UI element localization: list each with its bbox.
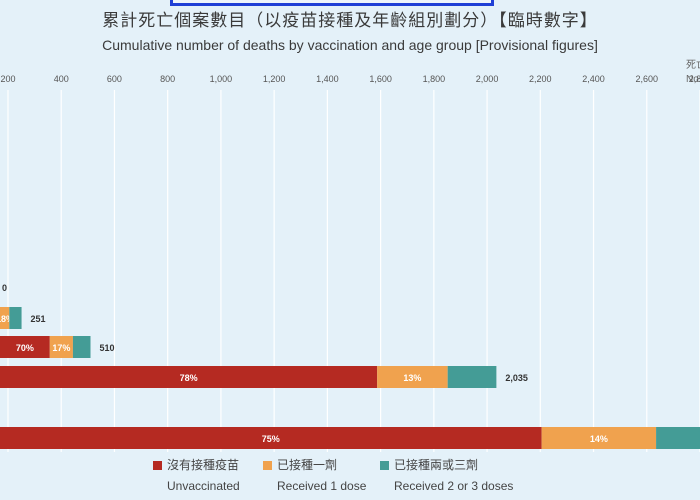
legend-label-en: Received 1 dose [277,479,367,493]
legend-label-zh: 已接種一劑 [277,458,338,472]
bar-segment [656,427,700,449]
x-tick-label: 1,200 [263,74,286,84]
stacked-bar-chart: 200 400 600 800 1,000 1,200 1,400 1,600 1,800 2,0… [0,74,700,452]
bar-segment [541,427,657,449]
x-tick-label: 600 [107,74,122,84]
bar-segment [447,366,497,388]
bar-total-label: 251 [31,314,46,324]
bar-total-label: 0 [2,283,7,293]
bar-segment [377,366,448,388]
corner-label-chinese: 死亡 [686,60,700,71]
legend-label-en: Unvaccinated [167,479,240,493]
bar-segment-percent-label: 18% [0,314,14,324]
bar-segment-percent-label: 13% [403,373,421,383]
corner-label-english: No. [686,74,700,85]
bar-segment-percent-label: 78% [180,373,198,383]
x-tick-label: 400 [54,74,69,84]
legend-label-zh: 已接種兩或三劑 [394,458,479,472]
window-top-frame [170,0,494,6]
x-tick-label: 1,400 [316,74,339,84]
bar-segment-percent-label: 14% [590,434,608,444]
bar-segment-percent-label: 70% [16,343,34,353]
legend-swatch-one-dose [263,461,272,471]
legend-swatch-unvaccinated [153,461,162,471]
bar-segment [9,307,22,329]
x-tick-label: 2,400 [582,74,605,84]
x-tick-label: 800 [160,74,175,84]
bar-segment [49,336,73,358]
x-tick-label: 1,800 [423,74,446,84]
x-tick-label: 2,600 [636,74,659,84]
chart-title-english: Cumulative number of deaths by vaccinati… [102,37,598,53]
chart-title-chinese: 累計死亡個案數目（以疫苗接種及年齡組別劃分）【臨時數字】 [102,11,598,31]
x-tick-label: 200 [0,74,15,84]
x-tick-label: 1,600 [369,74,392,84]
legend-swatch-two-three-doses [380,461,389,471]
legend-label-en: Received 2 or 3 doses [394,479,514,493]
x-tick-label: 2,200 [529,74,552,84]
bar-segment [0,427,542,449]
bar-segment [0,307,10,329]
bar-segment [72,336,91,358]
bar-segment-percent-label: 75% [262,434,280,444]
x-tick-label: 1,000 [210,74,233,84]
x-tick-label: 2,800 [689,74,700,84]
bar-total-label: 510 [99,343,114,353]
x-tick-label: 2,000 [476,74,499,84]
bar-segment-percent-label: 17% [52,343,70,353]
legend-item-unvaccinated: 沒有接種疫苗 Unvaccinated [153,456,240,493]
bar-total-label: 2,035 [505,373,528,383]
bar-segment [0,366,378,388]
legend-item-two-three-doses: 已接種兩或三劑 Received 2 or 3 doses [380,456,513,493]
chart-legend: 沒有接種疫苗 Unvaccinated 已接種一劑 Received 1 dos… [0,456,700,496]
legend-label-zh: 沒有接種疫苗 [167,458,240,472]
bar-segment [0,336,50,358]
legend-item-one-dose: 已接種一劑 Received 1 dose [263,456,366,493]
